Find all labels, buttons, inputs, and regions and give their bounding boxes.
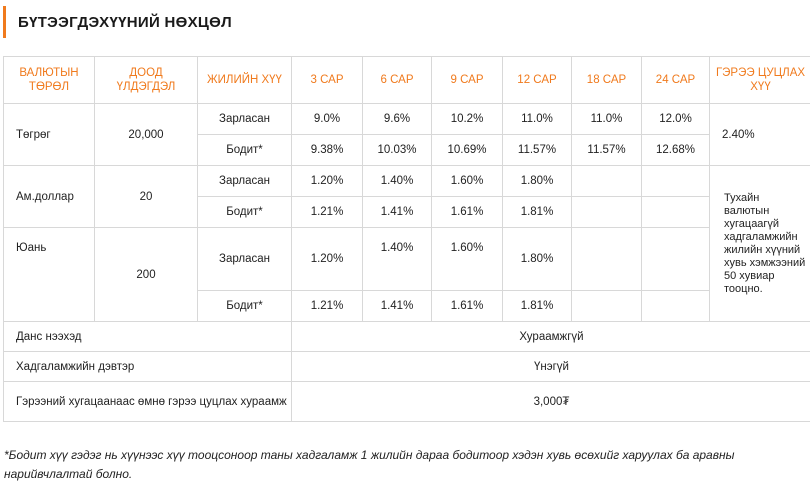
rate-cell: 10.69% xyxy=(431,134,503,166)
early-termination-rate-tugrug: 2.40% xyxy=(709,103,810,166)
table-row: Бодит* 1.21% 1.41% 1.61% 1.81% xyxy=(4,290,810,322)
rate-type-label: Бодит* xyxy=(197,290,292,322)
rate-cell: 1.60% xyxy=(431,227,503,291)
early-termination-fee-value: 3,000₮ xyxy=(291,381,810,422)
account-opening-fee-value: Хураамжгүй xyxy=(291,321,810,352)
header-early-termination-rate: ГЭРЭЭ ЦУЦЛАХ ХҮҮ xyxy=(709,56,810,104)
rate-type-label: Зарласан xyxy=(197,165,292,197)
early-termination-note: Тухайн валютын хугацаагүй хадгаламжийн ж… xyxy=(709,165,810,322)
header-18-month: 18 САР xyxy=(571,56,642,104)
rate-cell: 11.0% xyxy=(571,103,642,135)
effective-rate-footnote: *Бодит хүү гэдэг нь хүүнээс хүү тооцсоно… xyxy=(4,448,735,481)
rate-cell: 1.81% xyxy=(502,290,572,322)
rate-cell: 9.38% xyxy=(291,134,363,166)
min-balance-yuan: 200 xyxy=(94,227,198,322)
table-row: Бодит* 9.38% 10.03% 10.69% 11.57% 11.57%… xyxy=(4,134,810,166)
empty-cell xyxy=(641,290,710,322)
empty-cell xyxy=(571,165,642,197)
rate-type-label: Бодит* xyxy=(197,134,292,166)
rate-cell: 1.40% xyxy=(362,165,432,197)
header-min-balance: ДООД ҮЛДЭГДЭЛ xyxy=(94,56,198,104)
min-balance-tugrug: 20,000 xyxy=(94,103,198,166)
section-title-bar: БҮТЭЭГДЭХҮҮНИЙ НӨХЦӨЛ xyxy=(3,6,232,38)
rate-cell: 1.80% xyxy=(502,227,572,291)
empty-cell xyxy=(641,165,710,197)
rate-type-label: Бодит* xyxy=(197,196,292,228)
rate-cell: 11.57% xyxy=(502,134,572,166)
rate-cell: 1.80% xyxy=(502,165,572,197)
min-balance-usd: 20 xyxy=(94,165,198,228)
rate-cell: 1.41% xyxy=(362,290,432,322)
header-currency: ВАЛЮТЫН ТӨРӨЛ xyxy=(3,56,95,104)
rate-cell: 1.41% xyxy=(362,196,432,228)
header-3-month: 3 САР xyxy=(291,56,363,104)
account-opening-fee-label: Данс нээхэд xyxy=(3,321,292,352)
currency-yuan: Юань xyxy=(3,227,95,322)
table-row: Гэрээний хугацаанаас өмнө гэрээ цуцлах х… xyxy=(3,381,810,422)
product-terms-table: ВАЛЮТЫН ТӨРӨЛ ДООД ҮЛДЭГДЭЛ ЖИЛИЙН ХҮҮ 3… xyxy=(3,56,810,422)
rate-cell: 11.57% xyxy=(571,134,642,166)
rate-cell: 1.61% xyxy=(431,290,503,322)
rate-cell: 11.0% xyxy=(502,103,572,135)
rate-cell: 1.21% xyxy=(291,290,363,322)
rate-cell: 1.61% xyxy=(431,196,503,228)
header-12-month: 12 САР xyxy=(502,56,572,104)
table-row: Данс нээхэд Хураамжгүй xyxy=(3,321,810,352)
rate-cell: 9.0% xyxy=(291,103,363,135)
rate-cell: 1.20% xyxy=(291,227,363,291)
rate-cell: 1.20% xyxy=(291,165,363,197)
rate-cell: 1.21% xyxy=(291,196,363,228)
empty-cell xyxy=(641,196,710,228)
rate-cell: 1.60% xyxy=(431,165,503,197)
rate-cell: 1.40% xyxy=(362,227,432,291)
passbook-label: Хадгаламжийн дэвтэр xyxy=(3,351,292,382)
header-9-month: 9 САР xyxy=(431,56,503,104)
rate-type-label: Зарласан xyxy=(197,227,292,291)
rate-cell: 12.0% xyxy=(641,103,710,135)
header-annual-rate: ЖИЛИЙН ХҮҮ xyxy=(197,56,292,104)
rate-cell: 12.68% xyxy=(641,134,710,166)
empty-cell xyxy=(571,290,642,322)
rate-cell: 10.03% xyxy=(362,134,432,166)
page-title: БҮТЭЭГДЭХҮҮНИЙ НӨХЦӨЛ xyxy=(18,13,232,31)
empty-cell xyxy=(641,227,710,291)
rate-cell: 10.2% xyxy=(431,103,503,135)
table-row: Хадгаламжийн дэвтэр Үнэгүй xyxy=(3,351,810,382)
currency-usd: Ам.доллар xyxy=(3,165,95,228)
passbook-value: Үнэгүй xyxy=(291,351,810,382)
header-6-month: 6 САР xyxy=(362,56,432,104)
table-row: Юань 200 Зарласан 1.20% 1.40% 1.60% 1.80… xyxy=(3,227,810,322)
empty-cell xyxy=(571,196,642,228)
rate-cell: 1.81% xyxy=(502,196,572,228)
table-row: Ам.доллар 20 Зарласан 1.20% 1.40% 1.60% … xyxy=(3,165,810,322)
table-row: Төгрөг 20,000 Зарласан 9.0% 9.6% 10.2% 1… xyxy=(3,103,810,166)
table-header-row: ВАЛЮТЫН ТӨРӨЛ ДООД ҮЛДЭГДЭЛ ЖИЛИЙН ХҮҮ 3… xyxy=(3,56,810,104)
table-row: Бодит* 1.21% 1.41% 1.61% 1.81% xyxy=(4,196,810,228)
currency-tugrug: Төгрөг xyxy=(3,103,95,166)
empty-cell xyxy=(571,227,642,291)
rate-cell: 9.6% xyxy=(362,103,432,135)
header-24-month: 24 САР xyxy=(641,56,710,104)
early-termination-fee-label: Гэрээний хугацаанаас өмнө гэрээ цуцлах х… xyxy=(3,381,292,422)
rate-type-label: Зарласан xyxy=(197,103,292,135)
